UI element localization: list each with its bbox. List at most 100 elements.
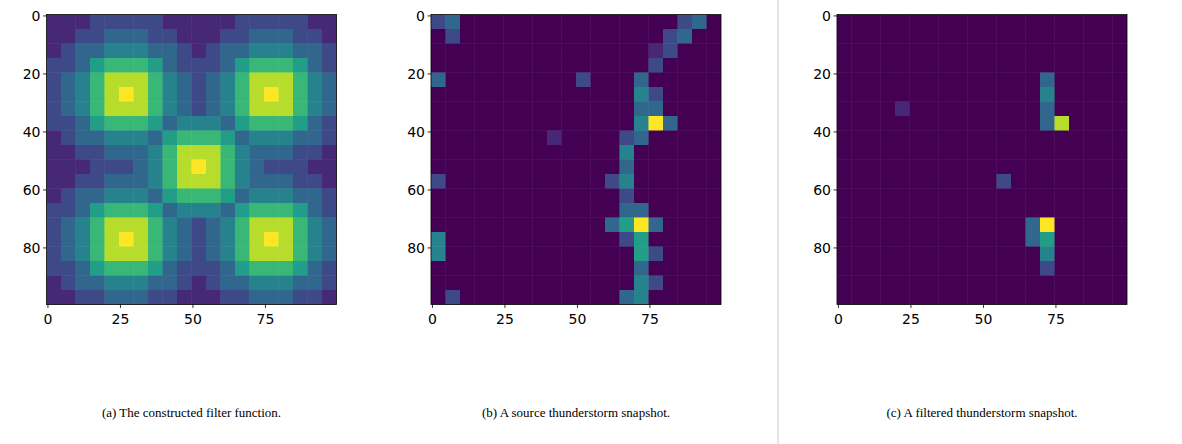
cell bbox=[953, 116, 968, 131]
cell bbox=[308, 58, 323, 73]
cell bbox=[119, 247, 134, 262]
cell bbox=[620, 261, 635, 276]
cell bbox=[924, 290, 939, 305]
cell bbox=[895, 116, 910, 131]
cell bbox=[446, 218, 461, 233]
cell bbox=[235, 116, 250, 131]
cell bbox=[953, 247, 968, 262]
cell bbox=[678, 232, 693, 247]
cell bbox=[533, 218, 548, 233]
cell bbox=[576, 73, 591, 88]
cell bbox=[562, 232, 577, 247]
cell bbox=[982, 203, 997, 218]
cell bbox=[279, 15, 294, 30]
cell bbox=[1011, 102, 1026, 117]
cell bbox=[192, 145, 207, 160]
cell bbox=[678, 160, 693, 175]
cell bbox=[264, 189, 279, 204]
cell bbox=[250, 160, 265, 175]
cell bbox=[47, 203, 62, 218]
cell bbox=[533, 29, 548, 44]
cell bbox=[76, 29, 91, 44]
cell bbox=[1113, 44, 1128, 59]
cell bbox=[431, 189, 446, 204]
cell bbox=[518, 203, 533, 218]
cell bbox=[939, 58, 954, 73]
cell bbox=[562, 189, 577, 204]
cell bbox=[322, 174, 337, 189]
cell bbox=[1069, 247, 1084, 262]
cell bbox=[707, 174, 722, 189]
cell bbox=[206, 116, 221, 131]
cell bbox=[279, 261, 294, 276]
cell bbox=[605, 247, 620, 262]
cell bbox=[982, 160, 997, 175]
cell bbox=[163, 73, 178, 88]
cell bbox=[1084, 116, 1099, 131]
cell bbox=[1113, 131, 1128, 146]
cell bbox=[620, 247, 635, 262]
cell bbox=[968, 189, 983, 204]
cell bbox=[119, 203, 134, 218]
cell bbox=[148, 174, 163, 189]
cell bbox=[221, 131, 236, 146]
cell bbox=[489, 261, 504, 276]
cell bbox=[663, 160, 678, 175]
cell bbox=[134, 15, 149, 30]
cell bbox=[61, 203, 76, 218]
cell bbox=[924, 131, 939, 146]
cell bbox=[837, 290, 852, 305]
cell bbox=[649, 44, 664, 59]
cell bbox=[518, 73, 533, 88]
cell bbox=[489, 276, 504, 291]
cell bbox=[910, 58, 925, 73]
cell bbox=[489, 131, 504, 146]
cell bbox=[895, 203, 910, 218]
cell bbox=[90, 145, 105, 160]
cell bbox=[1026, 232, 1041, 247]
cell bbox=[1069, 290, 1084, 305]
cell bbox=[1055, 116, 1070, 131]
cell bbox=[1113, 58, 1128, 73]
cell bbox=[221, 87, 236, 102]
cell bbox=[634, 29, 649, 44]
y-tick-label: 0 bbox=[32, 8, 41, 24]
cell bbox=[264, 58, 279, 73]
cell bbox=[852, 276, 867, 291]
cell bbox=[924, 116, 939, 131]
cell bbox=[562, 131, 577, 146]
cell bbox=[895, 145, 910, 160]
cell bbox=[1040, 203, 1055, 218]
x-tick-label: 75 bbox=[257, 311, 275, 327]
cell bbox=[663, 276, 678, 291]
cell bbox=[953, 261, 968, 276]
cell bbox=[1026, 189, 1041, 204]
cell bbox=[620, 232, 635, 247]
cell bbox=[562, 15, 577, 30]
cell bbox=[192, 29, 207, 44]
cell bbox=[264, 276, 279, 291]
cell bbox=[61, 174, 76, 189]
cell bbox=[605, 29, 620, 44]
cell bbox=[895, 218, 910, 233]
cell bbox=[1098, 29, 1113, 44]
cell bbox=[953, 174, 968, 189]
cell bbox=[475, 131, 490, 146]
cell bbox=[264, 160, 279, 175]
cell bbox=[997, 131, 1012, 146]
cell bbox=[518, 15, 533, 30]
cell bbox=[279, 131, 294, 146]
cell bbox=[279, 116, 294, 131]
cell bbox=[177, 247, 192, 262]
cell bbox=[562, 44, 577, 59]
cell bbox=[707, 276, 722, 291]
cell bbox=[518, 160, 533, 175]
cell bbox=[264, 87, 279, 102]
cell bbox=[649, 102, 664, 117]
cell bbox=[649, 218, 664, 233]
cell bbox=[591, 218, 606, 233]
cell bbox=[446, 29, 461, 44]
cell bbox=[177, 290, 192, 305]
cell bbox=[1011, 145, 1026, 160]
cell bbox=[460, 160, 475, 175]
